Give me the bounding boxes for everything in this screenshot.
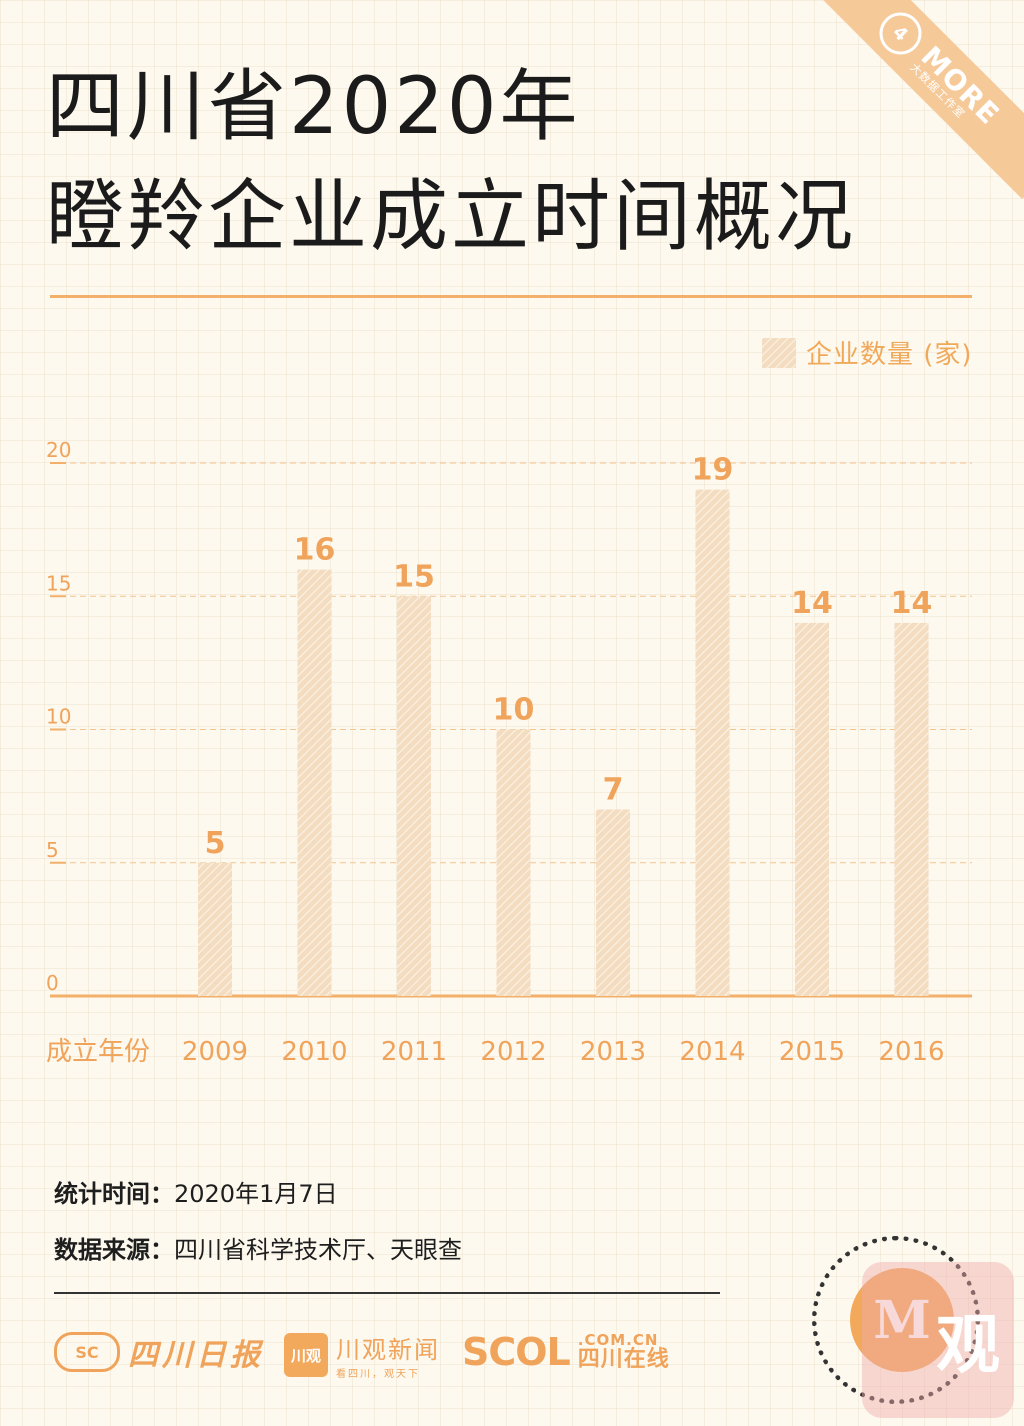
stat-time: 统计时间：2020年1月7日 [54, 1174, 338, 1209]
bar [795, 622, 829, 996]
data-source: 数据来源：四川省科学技术厅、天眼查 [54, 1230, 462, 1265]
bar-value-label: 19 [692, 453, 734, 488]
y-tick-label: 5 [46, 838, 59, 862]
sichuan-daily-icon: SC [54, 1332, 120, 1372]
x-tick-label: 2013 [580, 1037, 646, 1067]
bar-value-label: 14 [891, 586, 933, 621]
sichuan-daily-logo: SC 四川日报 [54, 1330, 264, 1374]
chuanguan-news-logo: 川观 川观新闻 看四川，观天下 [284, 1330, 440, 1380]
scol-domain: .COM.CN [577, 1330, 659, 1349]
title-line-1: 四川省2020年 [46, 62, 581, 152]
x-tick-label: 2015 [779, 1037, 845, 1067]
bar-chart: 0 5 10 15 20 5 16 15 10 7 19 14 14 2009 2010 2011 2012… [46, 438, 972, 1067]
app-badge-char: 观 [936, 1309, 1000, 1383]
bar-value-label: 16 [294, 533, 336, 568]
data-source-value: 四川省科学技术厅、天眼查 [174, 1236, 462, 1264]
footer-divider [54, 1292, 720, 1294]
title-line-2: 瞪羚企业成立时间概况 [46, 172, 857, 262]
legend: 企业数量 (家) [762, 334, 973, 371]
x-tick-label: 2016 [878, 1037, 944, 1067]
bar [397, 596, 431, 996]
bar [894, 622, 929, 996]
bar-value-label: 7 [603, 772, 624, 807]
data-source-label: 数据来源： [54, 1236, 174, 1264]
bar [695, 489, 730, 996]
x-tick-label: 2011 [381, 1037, 447, 1067]
bar-value-label: 14 [791, 586, 833, 621]
y-tick-label: 15 [46, 571, 71, 595]
x-tick-label: 2012 [480, 1037, 546, 1067]
y-tick-label: 10 [46, 705, 71, 729]
chuanguan-news-slogan: 看四川，观天下 [336, 1369, 420, 1380]
bar-value-label: 5 [205, 826, 226, 861]
y-tick-label: 20 [46, 438, 71, 462]
legend-swatch [762, 337, 796, 368]
x-axis-title: 成立年份 [46, 1037, 150, 1067]
scol-cn-name: 四川在线 [577, 1347, 670, 1373]
stat-time-label: 统计时间： [54, 1180, 174, 1208]
chart-title: 四川省2020年 瞪羚企业成立时间概况 [46, 52, 966, 272]
sichuan-daily-text: 四川日报 [128, 1338, 264, 1373]
scol-logo: SCOL .COM.CN 四川在线 [462, 1330, 670, 1374]
stat-time-value: 2020年1月7日 [174, 1180, 338, 1208]
x-tick-label: 2009 [182, 1037, 248, 1067]
title-divider [50, 295, 972, 298]
bar [496, 729, 531, 996]
y-tick-label: 0 [46, 971, 59, 995]
qr-center-logo-icon: M [850, 1268, 954, 1372]
x-tick-label: 2010 [281, 1037, 347, 1067]
bar-value-label: 10 [493, 693, 535, 728]
bar [596, 809, 630, 996]
bar [198, 862, 232, 996]
chuanguan-news-text: 川观新闻 [336, 1336, 440, 1364]
scol-text: SCOL [462, 1330, 571, 1374]
bar [297, 569, 332, 996]
x-tick-label: 2014 [679, 1037, 745, 1067]
qr-code-icon[interactable] [812, 1236, 980, 1404]
chuanguan-badge-icon: 川观 [284, 1333, 328, 1377]
bar-value-label: 15 [393, 559, 435, 594]
chuanguan-app-icon: 观 [862, 1262, 1014, 1418]
legend-label: 企业数量 (家) [806, 340, 973, 370]
